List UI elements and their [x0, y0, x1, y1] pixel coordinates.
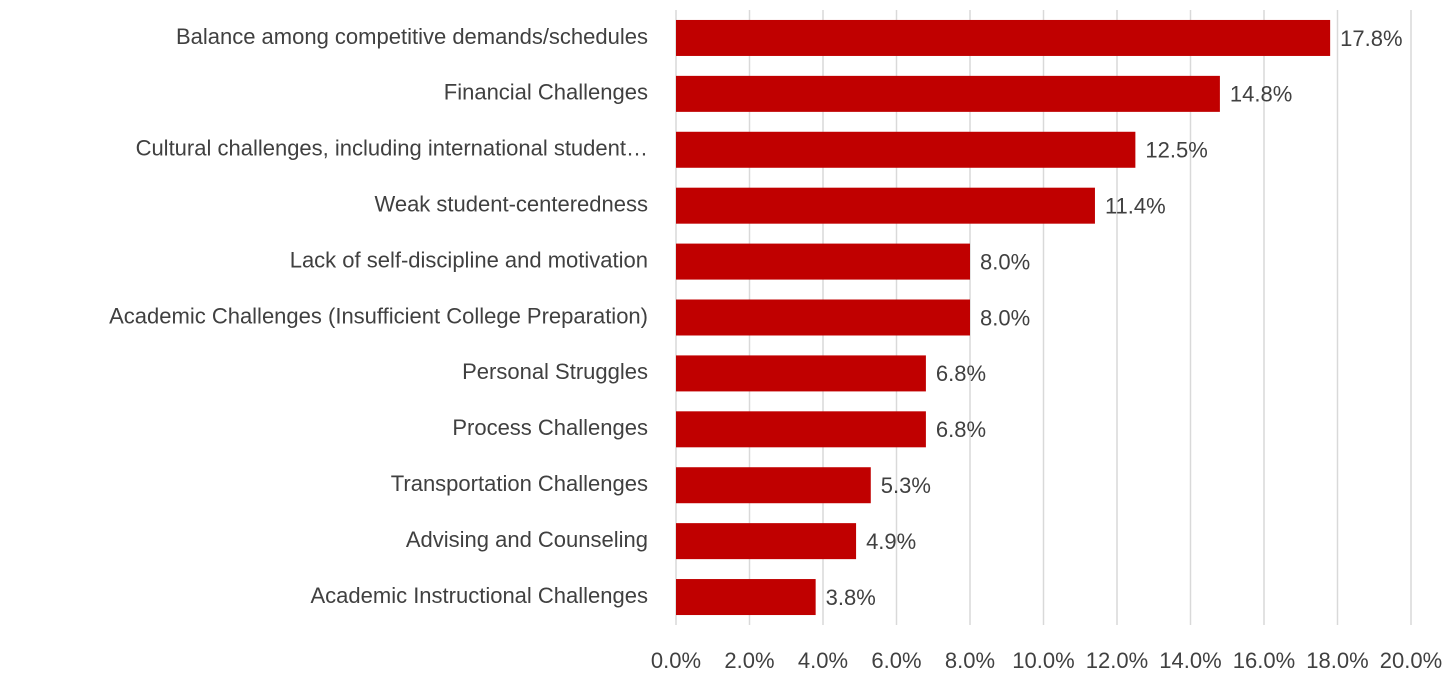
x-tick-label: 2.0% [724, 648, 774, 673]
data-label: 17.8% [1340, 26, 1402, 51]
y-tick-label: Cultural challenges, including internati… [136, 136, 648, 161]
data-label: 12.5% [1145, 138, 1207, 163]
y-tick-label: Academic Instructional Challenges [310, 583, 648, 608]
x-tick-label: 16.0% [1233, 648, 1295, 673]
y-tick-label: Advising and Counseling [406, 527, 648, 552]
y-tick-label: Academic Challenges (Insufficient Colleg… [109, 303, 648, 328]
x-tick-label: 18.0% [1306, 648, 1368, 673]
x-tick-label: 0.0% [651, 648, 701, 673]
y-tick-label: Transportation Challenges [391, 471, 648, 496]
data-label: 6.8% [936, 417, 986, 442]
data-label: 5.3% [881, 473, 931, 498]
x-tick-label: 6.0% [871, 648, 921, 673]
y-tick-label: Balance among competitive demands/schedu… [176, 24, 648, 49]
y-tick-label: Lack of self-discipline and motivation [290, 247, 648, 272]
data-label: 6.8% [936, 361, 986, 386]
x-tick-label: 12.0% [1086, 648, 1148, 673]
bar [676, 243, 970, 280]
data-label: 4.9% [866, 529, 916, 554]
data-label: 11.4% [1105, 193, 1166, 218]
x-tick-label: 4.0% [798, 648, 848, 673]
bar [676, 187, 1095, 224]
bar [676, 19, 1331, 56]
bar [676, 131, 1136, 168]
bar [676, 75, 1220, 112]
y-tick-label: Financial Challenges [444, 80, 648, 105]
bar [676, 579, 816, 616]
data-label: 3.8% [826, 585, 876, 610]
bar [676, 299, 970, 336]
y-tick-label: Personal Struggles [462, 359, 648, 384]
x-tick-label: 10.0% [1012, 648, 1074, 673]
bar [676, 355, 926, 392]
bar [676, 467, 871, 504]
x-tick-label: 14.0% [1159, 648, 1221, 673]
bar [676, 523, 857, 560]
x-tick-label: 8.0% [945, 648, 995, 673]
data-label: 8.0% [980, 249, 1030, 274]
data-label: 14.8% [1230, 82, 1292, 107]
x-tick-label: 20.0% [1380, 648, 1442, 673]
y-tick-label: Weak student-centeredness [374, 191, 648, 216]
y-tick-label: Process Challenges [452, 415, 648, 440]
bar [676, 411, 926, 448]
data-label: 8.0% [980, 305, 1030, 330]
